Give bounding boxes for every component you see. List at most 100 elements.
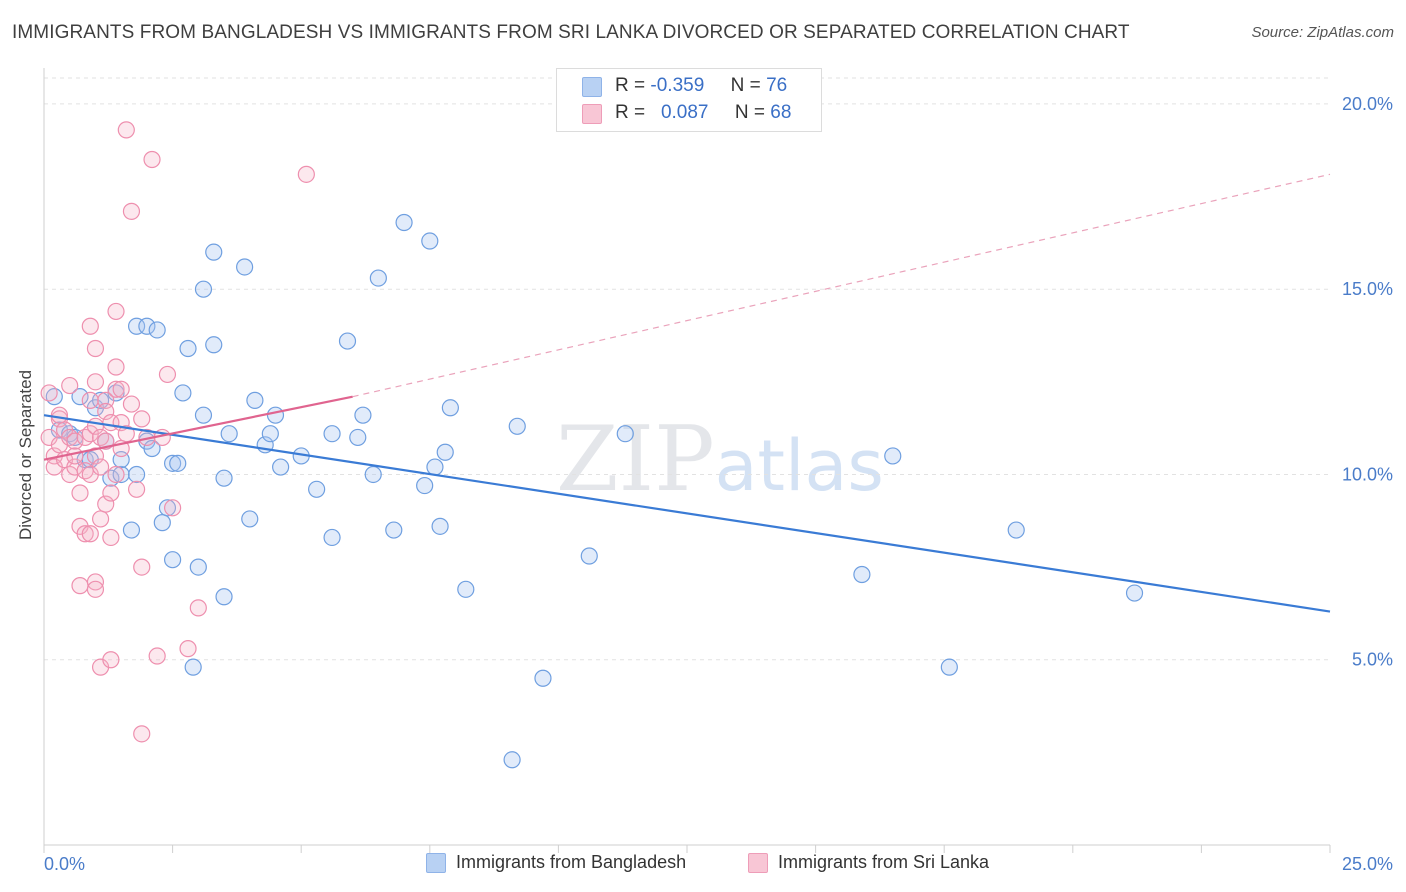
srilanka-point xyxy=(143,150,161,169)
srilanka-point xyxy=(81,525,99,543)
bangladesh-point xyxy=(1007,521,1025,539)
bangladesh-point xyxy=(431,517,449,535)
srilanka-point xyxy=(117,121,135,139)
srilanka-point xyxy=(97,402,115,421)
bangladesh-point xyxy=(71,388,89,406)
bangladesh-point xyxy=(308,480,326,498)
r-label: R = xyxy=(615,102,646,123)
srilanka-point xyxy=(102,528,120,547)
n-label: N = xyxy=(730,75,761,96)
bangladesh-point xyxy=(122,521,141,539)
source-label: Source: ZipAtlas.com xyxy=(1251,24,1394,41)
chart-title: IMMIGRANTS FROM BANGLADESH VS IMMIGRANTS… xyxy=(12,22,1130,43)
bangladesh-point xyxy=(184,658,202,676)
bangladesh-point xyxy=(349,428,367,447)
srilanka-point xyxy=(158,365,177,384)
bangladesh-legend-label: Immigrants from Bangladesh xyxy=(456,852,687,872)
bangladesh-point xyxy=(153,514,171,532)
srilanka-point xyxy=(97,495,115,513)
srilanka-point xyxy=(102,651,120,669)
srilanka-point xyxy=(133,558,151,576)
bangladesh-point xyxy=(421,232,439,250)
watermark-zip: ZIP xyxy=(556,407,715,512)
x-tick-label: 25.0% xyxy=(1342,854,1393,874)
y-tick-label: 15.0% xyxy=(1342,279,1393,299)
srilanka-point xyxy=(86,339,105,358)
bangladesh-point xyxy=(508,417,526,435)
srilanka-point xyxy=(164,499,182,517)
bangladesh-trend-line xyxy=(43,414,1331,613)
bangladesh-point xyxy=(436,443,454,461)
bangladesh-point xyxy=(215,469,233,487)
n-value: 68 xyxy=(770,102,792,123)
bangladesh-point xyxy=(580,547,598,565)
bangladesh-point xyxy=(534,669,552,687)
srilanka-point xyxy=(71,484,89,502)
bangladesh-swatch xyxy=(582,77,602,97)
bangladesh-point xyxy=(369,269,387,287)
bangladesh-point xyxy=(395,213,413,232)
bangladesh-point xyxy=(127,465,146,484)
y-tick-label: 20.0% xyxy=(1342,94,1393,114)
bangladesh-point xyxy=(205,243,223,261)
bangladesh-point xyxy=(194,406,213,424)
srilanka-point xyxy=(179,640,197,658)
x-tick-label: 0.0% xyxy=(44,854,85,874)
bangladesh-point xyxy=(246,391,264,409)
srilanka-point xyxy=(71,577,89,595)
srilanka-point xyxy=(122,395,141,413)
srilanka-trend-extension xyxy=(352,173,1331,398)
bangladesh-legend-swatch xyxy=(426,853,446,873)
r-label: R = xyxy=(615,75,646,96)
bangladesh-point xyxy=(236,258,254,276)
srilanka-point xyxy=(91,458,110,476)
srilanka-point xyxy=(107,358,125,376)
y-tick-label: 5.0% xyxy=(1352,650,1393,670)
bangladesh-point xyxy=(143,439,161,458)
srilanka-point xyxy=(86,373,105,391)
bangladesh-point xyxy=(220,425,238,443)
srilanka-point xyxy=(133,410,151,428)
bangladesh-point xyxy=(385,521,403,539)
bangladesh-point xyxy=(205,336,223,354)
n-label: N = xyxy=(734,102,766,123)
legend-row-srilanka-text: R = 0.087 N = 68 xyxy=(615,102,791,124)
y-tick-label: 10.0% xyxy=(1342,464,1393,484)
srilanka-point xyxy=(50,406,69,424)
bangladesh-point xyxy=(441,399,459,417)
bangladesh-point xyxy=(1125,584,1144,602)
bangladesh-point xyxy=(426,458,444,476)
srilanka-point xyxy=(66,447,84,465)
watermark-atlas: atlas xyxy=(715,425,884,507)
srilanka-point xyxy=(112,380,130,398)
bangladesh-point xyxy=(457,580,475,598)
bangladesh-point xyxy=(416,476,434,495)
srilanka-point xyxy=(86,580,105,598)
bangladesh-point xyxy=(164,551,182,569)
srilanka-point xyxy=(189,599,207,617)
bangladesh-point xyxy=(503,751,521,769)
srilanka-point xyxy=(102,484,120,502)
srilanka-point xyxy=(297,165,315,183)
bangladesh-point xyxy=(158,499,177,517)
srilanka-point xyxy=(76,525,94,543)
srilanka-point xyxy=(127,480,146,498)
srilanka-legend-label: Immigrants from Sri Lanka xyxy=(778,852,990,872)
srilanka-point xyxy=(107,302,125,321)
bangladesh-point xyxy=(323,528,341,547)
srilanka-point xyxy=(81,391,99,409)
bangladesh-point xyxy=(323,425,341,443)
srilanka-point xyxy=(133,725,151,743)
srilanka-point xyxy=(66,432,84,450)
srilanka-point xyxy=(81,317,99,335)
srilanka-point xyxy=(86,447,105,465)
srilanka-point xyxy=(107,380,125,398)
bangladesh-point xyxy=(215,588,233,606)
bangladesh-point xyxy=(616,425,634,443)
bangladesh-point xyxy=(179,339,197,358)
srilanka-swatch xyxy=(582,104,602,124)
srilanka-point xyxy=(148,647,166,665)
bangladesh-point xyxy=(364,465,382,484)
srilanka-point xyxy=(122,202,141,220)
